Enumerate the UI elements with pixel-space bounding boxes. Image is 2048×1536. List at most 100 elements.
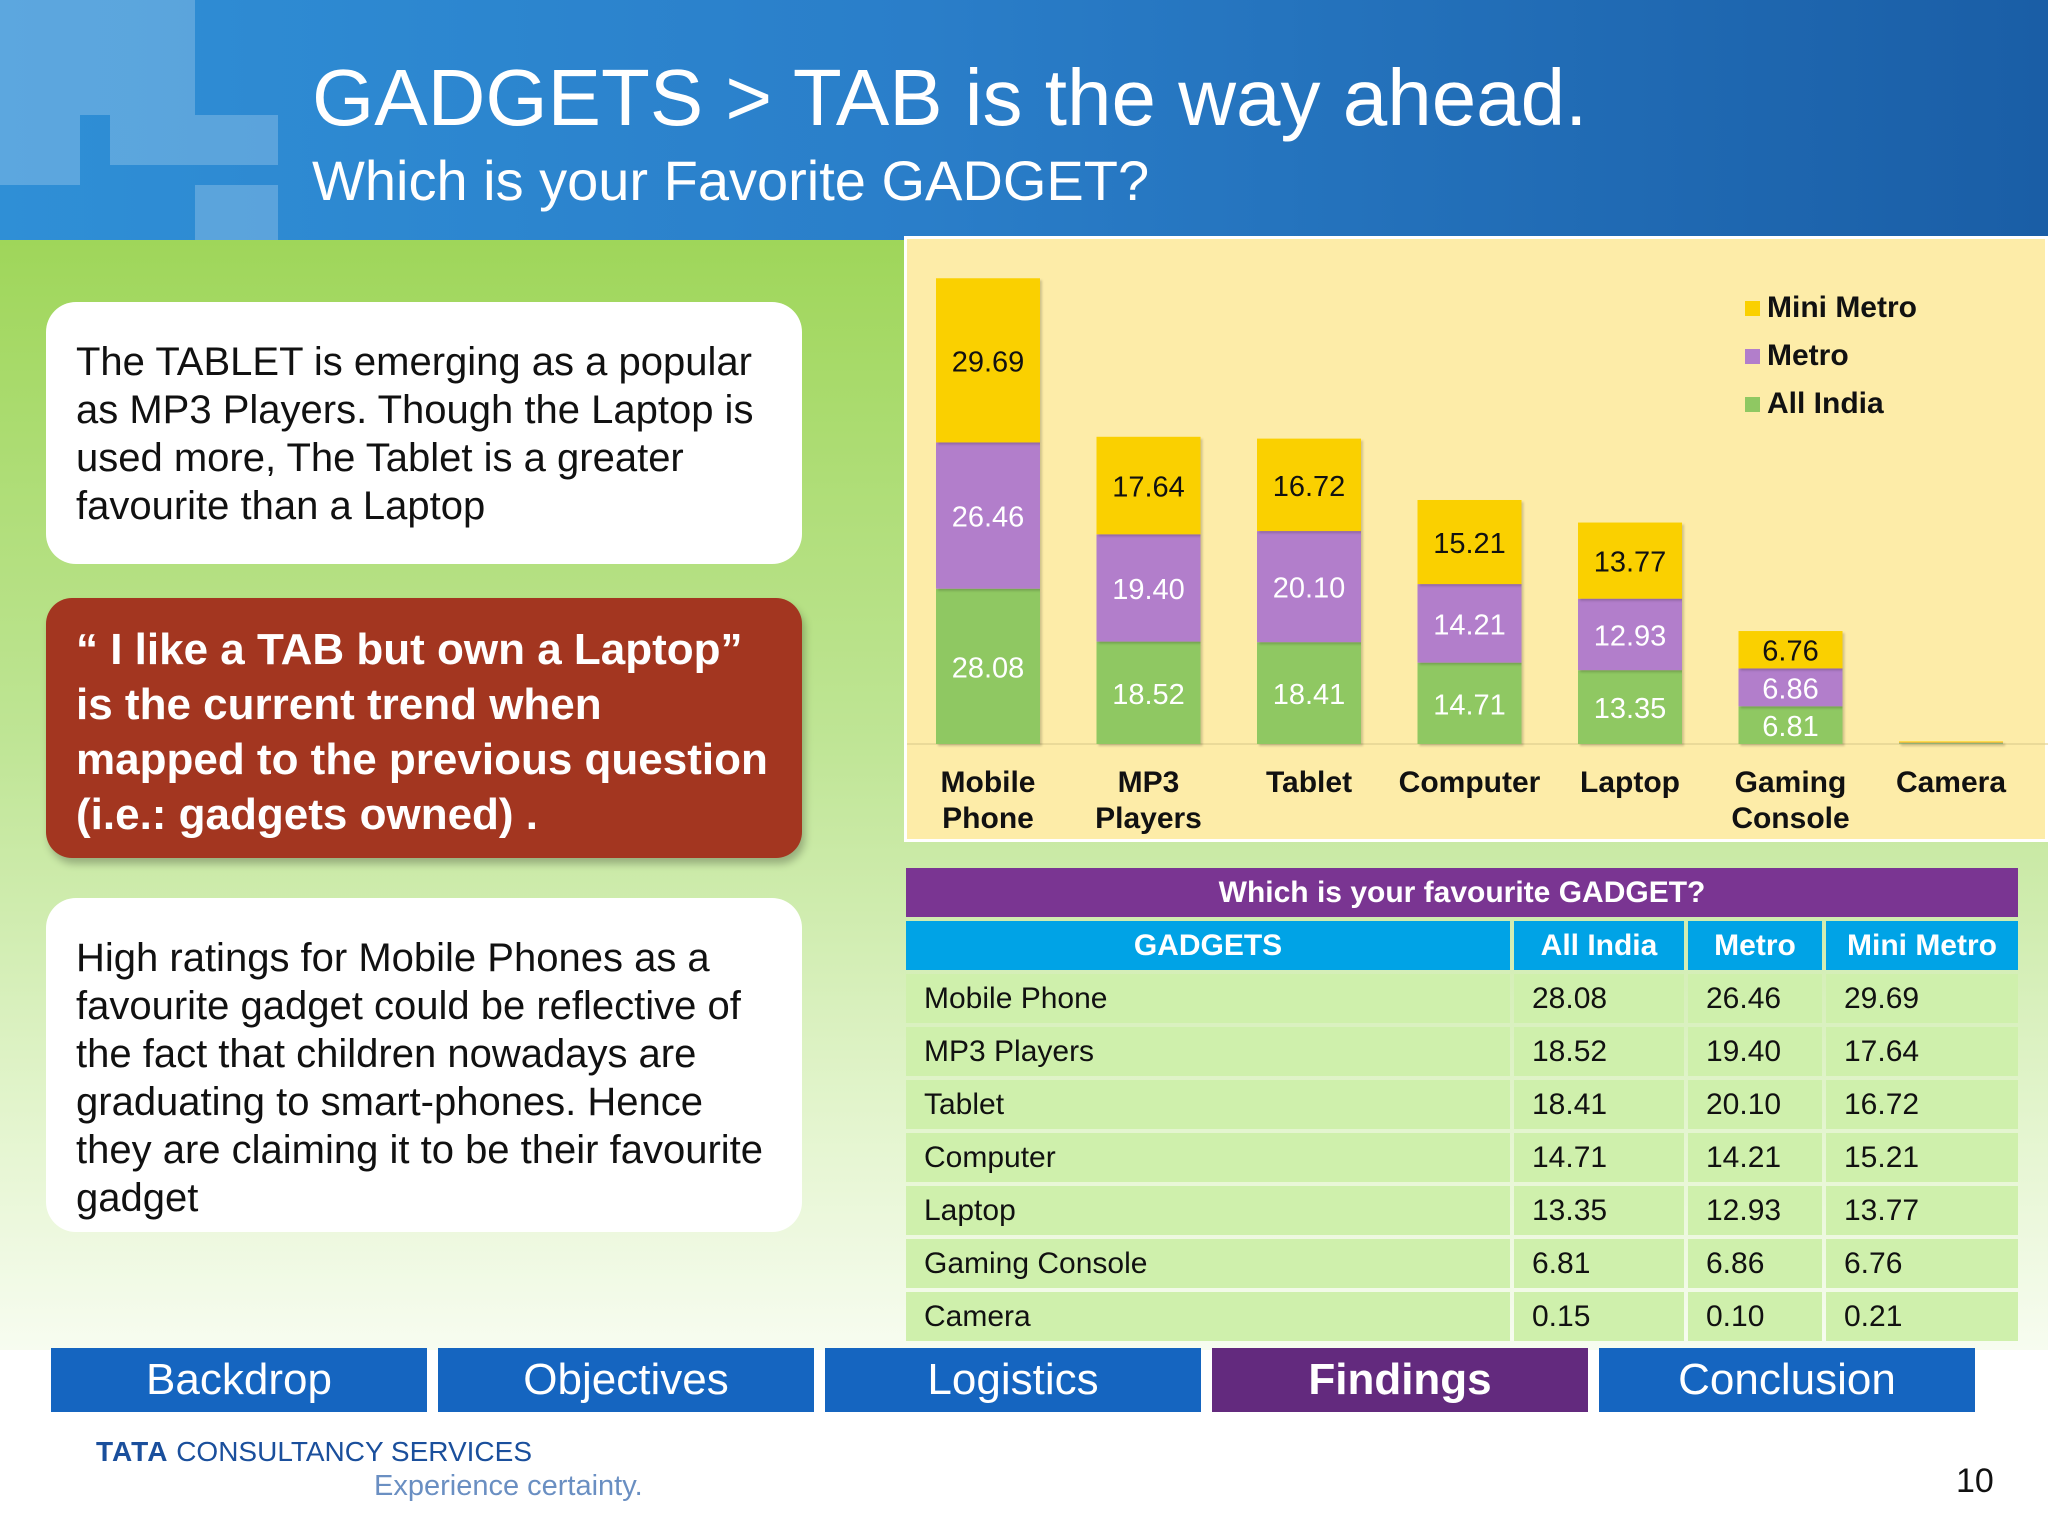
data-label: 18.52 [1112, 679, 1185, 711]
table-cell-value: 12.93 [1688, 1186, 1822, 1235]
bar-segment-mini-metro [1738, 631, 1843, 669]
category-label: Camera [1896, 766, 2006, 799]
nav-logistics-button[interactable]: Logistics [825, 1348, 1201, 1412]
data-label: 16.72 [1273, 471, 1346, 503]
favourite-gadget-table: Which is your favourite GADGET? GADGETS … [906, 864, 2026, 1345]
slide-subtitle: Which is your Favorite GADGET? [312, 149, 1150, 212]
bar-segment-metro [1899, 742, 2003, 744]
table-cell-gadget: Computer [906, 1133, 1510, 1182]
table-cell-value: 29.69 [1826, 974, 2018, 1023]
table-cell-value: 13.35 [1514, 1186, 1684, 1235]
category-label: Phone [942, 802, 1034, 835]
table-cell-value: 14.71 [1514, 1133, 1684, 1182]
decor-square [110, 115, 278, 165]
legend-swatch [1745, 397, 1760, 412]
legend-label: Mini Metro [1767, 291, 1917, 324]
data-label: 6.76 [1762, 636, 1818, 668]
bar-segment-metro [1096, 534, 1201, 642]
bar-segment-all-india [1738, 706, 1843, 744]
bar-segment-mini-metro [1578, 522, 1682, 599]
table-cell-value: 18.52 [1514, 1027, 1684, 1076]
table-header-metro: Metro [1688, 921, 1822, 970]
table-cell-gadget: Tablet [906, 1080, 1510, 1129]
tcs-logo: TATA CONSULTANCY SERVICES [96, 1436, 532, 1468]
decor-square [0, 0, 195, 115]
nav-conclusion-button[interactable]: Conclusion [1599, 1348, 1975, 1412]
slide-title: GADGETS > TAB is the way ahead. [312, 53, 1588, 142]
logo-tagline: Experience certainty. [374, 1470, 643, 1502]
category-label: MP3 [1118, 766, 1180, 799]
table-cell-value: 28.08 [1514, 974, 1684, 1023]
category-label: Players [1095, 802, 1202, 835]
table-cell-value: 6.86 [1688, 1239, 1822, 1288]
table-row: Gaming Console 6.81 6.86 6.76 [906, 1239, 2018, 1288]
table-cell-value: 18.41 [1514, 1080, 1684, 1129]
page-number: 10 [1956, 1462, 1994, 1500]
data-table: Which is your favourite GADGET? GADGETS … [902, 864, 2022, 1345]
decor-square [0, 115, 80, 185]
data-label: 18.41 [1273, 679, 1346, 711]
table-header-all-india: All India [1514, 921, 1684, 970]
bar-segment-all-india [1417, 662, 1522, 744]
tablet-insight-textbox: The TABLET is emerging as a popular as M… [46, 302, 802, 564]
data-label: 6.81 [1762, 711, 1818, 743]
data-label: 28.08 [952, 652, 1025, 684]
bar-segment-metro [1578, 598, 1682, 671]
bar-segment-metro [1738, 668, 1843, 707]
section-nav: Backdrop Objectives Logistics Findings C… [51, 1348, 1981, 1412]
table-cell-value: 0.15 [1514, 1292, 1684, 1341]
category-label: Console [1731, 802, 1849, 835]
data-label: 13.77 [1594, 547, 1667, 579]
table-cell-value: 17.64 [1826, 1027, 2018, 1076]
bar-segment-all-india [1257, 642, 1361, 744]
data-label: 13.35 [1594, 693, 1667, 725]
table-cell-gadget: Gaming Console [906, 1239, 1510, 1288]
bar-segment-all-india [936, 588, 1040, 744]
bar-segment-metro [1257, 531, 1361, 643]
table-row: Tablet 18.41 20.10 16.72 [906, 1080, 2018, 1129]
mobile-insight-textbox: High ratings for Mobile Phones as a favo… [46, 898, 802, 1232]
slide-header: GADGETS > TAB is the way ahead. Which is… [0, 0, 2048, 240]
nav-findings-button[interactable]: Findings [1212, 1348, 1588, 1412]
bar-segment-mini-metro [1257, 438, 1361, 532]
chart-panel: 28.08 26.46 29.69 Mobile Phone 18.52 19.40 17.6… [904, 236, 2048, 842]
table-row: Mobile Phone 28.08 26.46 29.69 [906, 974, 2018, 1023]
bar-segment-all-india [1096, 641, 1201, 744]
table-cell-gadget: MP3 Players [906, 1027, 1510, 1076]
table-cell-value: 6.81 [1514, 1239, 1684, 1288]
table-cell-gadget: Camera [906, 1292, 1510, 1341]
table-cell-value: 26.46 [1688, 974, 1822, 1023]
legend-label: Metro [1767, 339, 1849, 372]
table-row: Laptop 13.35 12.93 13.77 [906, 1186, 2018, 1235]
bar-segment-mini-metro [936, 278, 1040, 443]
decor-square [195, 185, 278, 240]
data-label: 26.46 [952, 502, 1025, 534]
category-label: Tablet [1266, 766, 1352, 799]
data-label: 15.21 [1433, 528, 1506, 560]
logo-brand: TATA [96, 1436, 169, 1467]
table-header-mini-metro: Mini Metro [1826, 921, 2018, 970]
table-header-gadgets: GADGETS [906, 921, 1510, 970]
data-label: 14.21 [1433, 609, 1506, 641]
data-label: 6.86 [1762, 673, 1818, 705]
table-row: Camera 0.15 0.10 0.21 [906, 1292, 2018, 1341]
nav-objectives-button[interactable]: Objectives [438, 1348, 814, 1412]
data-label: 14.71 [1433, 689, 1506, 721]
data-label: 29.69 [952, 346, 1025, 378]
legend-label: All India [1767, 387, 1884, 420]
table-row: MP3 Players 18.52 19.40 17.64 [906, 1027, 2018, 1076]
logo-company: CONSULTANCY SERVICES [176, 1436, 532, 1467]
category-label: Gaming [1735, 766, 1847, 799]
data-label: 17.64 [1112, 472, 1185, 504]
data-label: 19.40 [1112, 574, 1185, 606]
nav-backdrop-button[interactable]: Backdrop [51, 1348, 427, 1412]
bar-segment-mini-metro [1096, 436, 1201, 535]
legend-swatch [1745, 349, 1760, 364]
table-row: Computer 14.71 14.21 15.21 [906, 1133, 2018, 1182]
table-cell-value: 16.72 [1826, 1080, 2018, 1129]
category-label: Laptop [1580, 766, 1680, 799]
bar-segment-all-india [1578, 670, 1682, 744]
bar-segment-all-india [1899, 743, 2003, 744]
category-label: Computer [1399, 766, 1541, 799]
table-cell-value: 15.21 [1826, 1133, 2018, 1182]
